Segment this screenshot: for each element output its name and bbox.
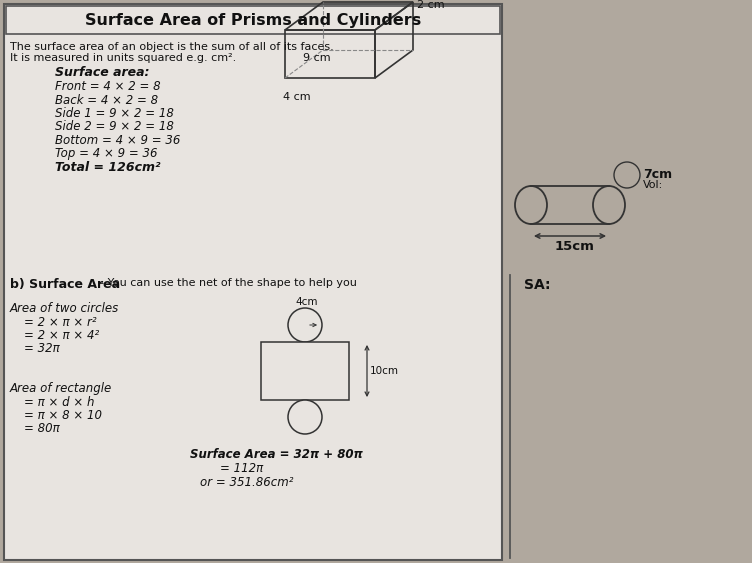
Text: Side 1 = 9 × 2 = 18: Side 1 = 9 × 2 = 18 xyxy=(55,107,174,120)
Text: Area of rectangle: Area of rectangle xyxy=(10,382,112,395)
Text: = 2 × π × r²: = 2 × π × r² xyxy=(24,316,96,329)
Text: = 112π: = 112π xyxy=(220,462,263,475)
Bar xyxy=(261,342,349,400)
Text: Side 2 = 9 × 2 = 18: Side 2 = 9 × 2 = 18 xyxy=(55,120,174,133)
Text: Surface area:: Surface area: xyxy=(55,66,150,79)
Text: SA:: SA: xyxy=(524,278,550,292)
Text: Surface Area = 32π + 80π: Surface Area = 32π + 80π xyxy=(190,448,362,461)
Text: Front = 4 × 2 = 8: Front = 4 × 2 = 8 xyxy=(55,80,161,93)
Text: 7cm: 7cm xyxy=(643,168,672,181)
Text: The surface area of an object is the sum of all of its faces.: The surface area of an object is the sum… xyxy=(10,42,334,52)
Text: = π × d × h: = π × d × h xyxy=(24,396,95,409)
Text: It is measured in units squared e.g. cm².: It is measured in units squared e.g. cm²… xyxy=(10,53,236,63)
Text: Total = 126cm²: Total = 126cm² xyxy=(55,161,160,174)
Text: = π × 8 × 10: = π × 8 × 10 xyxy=(24,409,102,422)
Bar xyxy=(531,186,609,224)
Text: Surface Area of Prisms and Cylinders: Surface Area of Prisms and Cylinders xyxy=(85,14,421,29)
Text: b) Surface Area: b) Surface Area xyxy=(10,278,120,291)
Text: – You can use the net of the shape to help you: – You can use the net of the shape to he… xyxy=(95,278,357,288)
Text: 15cm: 15cm xyxy=(555,240,595,253)
Text: 2 cm: 2 cm xyxy=(417,0,444,10)
Text: = 80π: = 80π xyxy=(24,422,59,435)
Circle shape xyxy=(288,308,322,342)
FancyBboxPatch shape xyxy=(6,6,500,34)
Text: Top = 4 × 9 = 36: Top = 4 × 9 = 36 xyxy=(55,148,157,160)
Text: 10cm: 10cm xyxy=(370,366,399,376)
Text: Bottom = 4 × 9 = 36: Bottom = 4 × 9 = 36 xyxy=(55,134,180,147)
Text: Back = 4 × 2 = 8: Back = 4 × 2 = 8 xyxy=(55,93,158,106)
Text: or = 351.86cm²: or = 351.86cm² xyxy=(200,476,293,489)
Circle shape xyxy=(288,400,322,434)
Text: Vol:: Vol: xyxy=(643,180,663,190)
Circle shape xyxy=(614,162,640,188)
Ellipse shape xyxy=(593,186,625,224)
FancyBboxPatch shape xyxy=(4,4,502,560)
Ellipse shape xyxy=(515,186,547,224)
Text: = 2 × π × 4²: = 2 × π × 4² xyxy=(24,329,99,342)
Text: 4 cm: 4 cm xyxy=(283,92,311,102)
Text: Area of two circles: Area of two circles xyxy=(10,302,120,315)
Text: = 32π: = 32π xyxy=(24,342,59,355)
Text: 9 cm: 9 cm xyxy=(303,53,331,63)
Text: 4cm: 4cm xyxy=(296,297,318,307)
